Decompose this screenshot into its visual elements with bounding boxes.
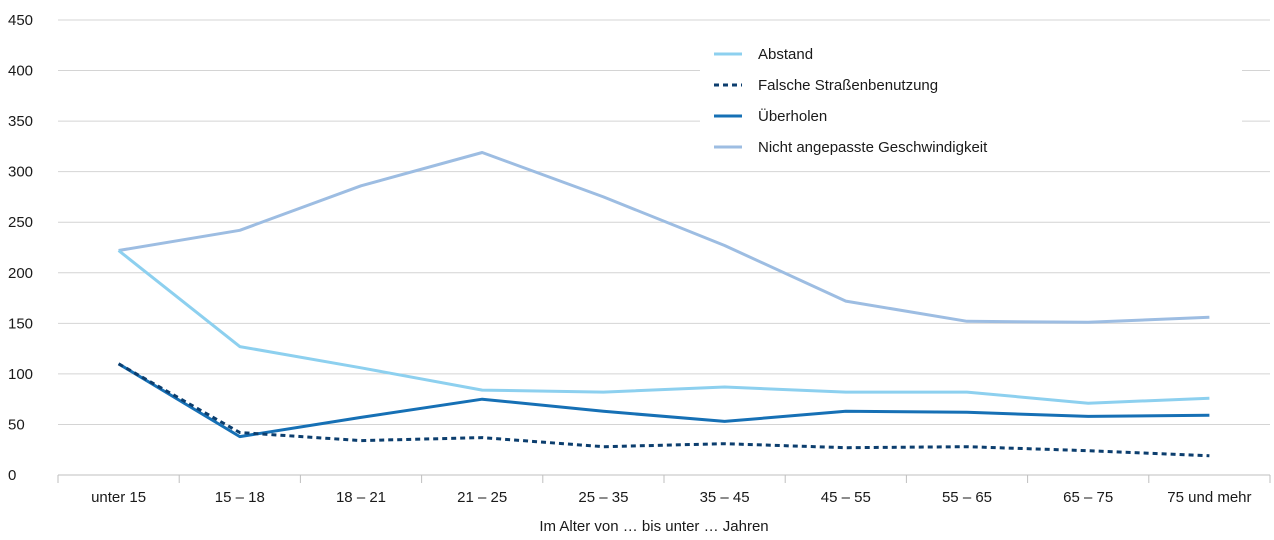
legend-label: Überholen — [758, 107, 827, 125]
y-tick-label: 200 — [8, 265, 33, 282]
legend-label: Abstand — [758, 46, 813, 63]
y-tick-label: 450 — [8, 12, 33, 29]
legend-background — [700, 33, 1242, 168]
x-axis: unter 15 15 – 18 18 – 21 21 – 25 25 – 35 35 –… — [57, 474, 1271, 506]
legend: Abstand Falsche Straßenbenutzung Überholen… — [700, 33, 1242, 168]
x-tick-label: 45 – 55 — [821, 489, 871, 506]
y-tick-label: 300 — [8, 164, 33, 181]
legend-label: Nicht angepasste Geschwindigkeit — [758, 139, 988, 156]
y-tick-label: 350 — [8, 113, 33, 130]
y-tick-label: 400 — [8, 63, 33, 80]
y-tick-label: 0 — [8, 467, 16, 484]
y-tick-label: 100 — [8, 366, 33, 383]
x-axis-title: Im Alter von … bis unter … Jahren — [539, 518, 768, 535]
series-line-abstand — [117, 249, 1210, 405]
x-tick-label: unter 15 — [91, 489, 146, 506]
x-tick-label: 75 und mehr — [1167, 489, 1251, 506]
y-tick-label: 50 — [8, 416, 25, 433]
y-tick-label: 250 — [8, 214, 33, 231]
x-tick-label: 65 – 75 — [1063, 489, 1113, 506]
x-tick-label: 55 – 65 — [942, 489, 992, 506]
series-lines — [117, 151, 1210, 458]
series-line-falsche-straßenbenutzung — [117, 362, 1210, 458]
x-tick-label: 18 – 21 — [336, 489, 386, 506]
x-tick-label: 35 – 45 — [700, 489, 750, 506]
x-tick-label: 15 – 18 — [215, 489, 265, 506]
x-tick-label: 25 – 35 — [578, 489, 628, 506]
legend-label: Falsche Straßenbenutzung — [758, 77, 938, 94]
y-axis-tick-labels: 0 50 100 150 200 250 300 350 400 450 — [8, 12, 33, 484]
y-tick-label: 150 — [8, 315, 33, 332]
series-line-überholen — [117, 362, 1210, 439]
series-line-nicht-angepasste-geschwindigkeit — [118, 151, 1210, 324]
x-tick-label: 21 – 25 — [457, 489, 507, 506]
